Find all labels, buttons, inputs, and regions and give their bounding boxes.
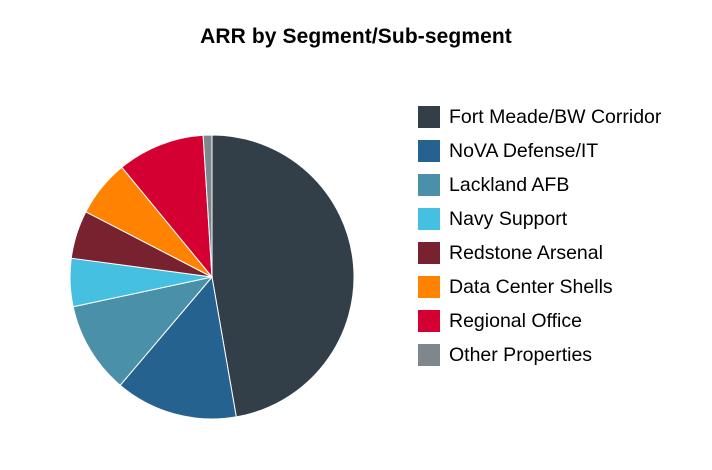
legend-label: Regional Office xyxy=(449,310,582,332)
legend-swatch xyxy=(418,344,440,366)
legend-label: Data Center Shells xyxy=(449,276,613,298)
legend-label: NoVA Defense/IT xyxy=(449,140,599,162)
legend-item: NoVA Defense/IT xyxy=(418,140,712,174)
pie-slice-nova-defense-it xyxy=(119,275,237,420)
pie-slice-regional-office xyxy=(121,134,213,279)
legend-item: Other Properties xyxy=(418,344,712,378)
legend-item: Navy Support xyxy=(418,208,712,242)
chart-legend: Fort Meade/BW Corridor NoVA Defense/IT Lac… xyxy=(418,106,712,378)
legend-label: Navy Support xyxy=(449,208,568,230)
legend-item: Redstone Arsenal xyxy=(418,242,712,276)
legend-item: Lackland AFB xyxy=(418,174,712,208)
legend-swatch xyxy=(418,174,440,196)
legend-swatch xyxy=(418,106,440,128)
legend-swatch xyxy=(418,310,440,332)
pie-slice-fort-meade-bw-corridor xyxy=(211,134,355,418)
legend-swatch xyxy=(418,208,440,230)
legend-item: Fort Meade/BW Corridor xyxy=(418,106,712,140)
legend-label: Other Properties xyxy=(449,344,593,366)
legend-label: Fort Meade/BW Corridor xyxy=(449,106,662,128)
pie-slice-lackland-afb xyxy=(72,276,214,387)
legend-item: Regional Office xyxy=(418,310,712,344)
legend-swatch xyxy=(418,140,440,162)
legend-label: Redstone Arsenal xyxy=(449,242,603,264)
chart-title: ARR by Segment/Sub-segment xyxy=(200,25,512,48)
legend-item: Data Center Shells xyxy=(418,276,712,310)
pie-slice-other-properties xyxy=(202,134,213,278)
legend-swatch xyxy=(418,242,440,264)
legend-label: Lackland AFB xyxy=(449,174,570,196)
legend-swatch xyxy=(418,276,440,298)
